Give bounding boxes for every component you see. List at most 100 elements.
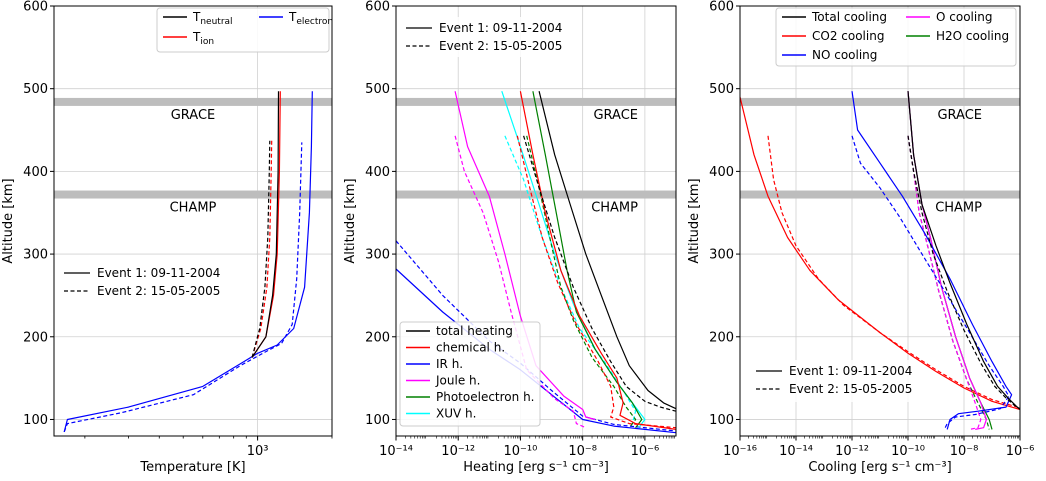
y-axis-label: Altitude [km] xyxy=(687,178,702,263)
legend-frame xyxy=(400,17,550,57)
y-tick-label: 200 xyxy=(365,330,390,345)
legend-label: Photoelectron h. xyxy=(436,390,534,404)
legend-label: Event 2: 15-05-2005 xyxy=(789,382,912,396)
y-tick-label: 100 xyxy=(365,413,390,428)
band-grace xyxy=(740,97,1020,106)
legend-label: Telectron xyxy=(288,10,333,27)
series-line-co2-cooling-dashed xyxy=(767,135,1021,409)
legend-label: O cooling xyxy=(936,10,992,24)
legend-label: Event 2: 15-05-2005 xyxy=(439,39,562,53)
series-line-t-neutral-solid xyxy=(251,91,280,358)
x-tick-label: 10⁻¹² xyxy=(441,444,475,459)
y-tick-label: 100 xyxy=(709,413,734,428)
legend-label: chemical h. xyxy=(436,341,505,355)
axes-frame xyxy=(53,5,333,437)
x-axis-label: Temperature [K] xyxy=(139,460,245,475)
series-line-h2o-cooling-dashed xyxy=(907,135,990,430)
x-tick-label: 10⁻¹² xyxy=(835,444,869,459)
band-champ xyxy=(54,190,332,199)
y-tick-label: 200 xyxy=(709,330,734,345)
series-line-total-cooling-dashed xyxy=(907,135,1021,410)
series-line-total-cooling-solid xyxy=(907,91,1021,410)
panel-heating: GRACE CHAMP 100 200 300 400 500 600 10⁻¹⁴ 10⁻¹² 10… xyxy=(343,0,677,475)
legend-series: Tneutral Telectron Tion xyxy=(156,7,333,53)
series-lines xyxy=(63,91,313,433)
series-line-photoelectron-h--solid xyxy=(532,91,643,429)
legend-label: IR h. xyxy=(436,357,463,371)
y-tick-label: 500 xyxy=(23,82,48,97)
axes-frame xyxy=(395,5,677,437)
y-tick-label: 600 xyxy=(365,0,390,15)
x-axis-label: Heating [erg s⁻¹ cm⁻³] xyxy=(463,460,609,475)
y-tick-label: 300 xyxy=(709,248,734,263)
series-line-chemical-h--solid xyxy=(519,91,677,430)
legend-frame xyxy=(750,360,916,402)
legend-label: Total cooling xyxy=(811,10,887,24)
y-tick-label: 500 xyxy=(365,82,390,97)
x-tick-label: 10³ xyxy=(247,444,269,459)
legend-frame xyxy=(58,262,228,304)
series-lines xyxy=(739,91,1021,430)
legend-label: Event 1: 09-11-2004 xyxy=(439,21,562,35)
x-tick-label: 10⁻¹⁰ xyxy=(891,444,925,459)
series-line-total-heating-dashed xyxy=(523,135,677,412)
band-grace xyxy=(396,97,676,106)
legend-label: Event 1: 09-11-2004 xyxy=(97,266,220,280)
band-champ xyxy=(740,190,1020,199)
legend-frame xyxy=(156,7,330,53)
legend-events: Event 1: 09-11-2004 Event 2: 15-05-2005 xyxy=(400,17,562,57)
legend-label: CO2 cooling xyxy=(812,29,884,43)
y-axis-label: Altitude [km] xyxy=(1,178,16,263)
x-tick-label: 10⁻⁸ xyxy=(950,444,979,459)
x-tick-label: 10⁻¹⁶ xyxy=(723,444,757,459)
y-tick-label: 400 xyxy=(365,165,390,180)
panel-temperature: GRACE CHAMP 100 200 300 400 500 600 10³Temperatu… xyxy=(1,0,333,475)
legend-label: NO cooling xyxy=(812,48,877,62)
y-tick-label: 400 xyxy=(709,165,734,180)
series-line-xuv-h--dashed xyxy=(504,135,637,424)
axes-frame xyxy=(739,5,1021,437)
y-tick-label: 600 xyxy=(709,0,734,15)
x-tick-label: 10⁻¹⁰ xyxy=(504,444,538,459)
y-tick-label: 100 xyxy=(23,413,48,428)
band-label-champ: CHAMP xyxy=(591,201,638,216)
series-line-ir-h--dashed xyxy=(395,240,677,432)
legend-label: XUV h. xyxy=(436,407,476,421)
legend-series: Total cooling O cooling CO2 cooling H2O coo… xyxy=(775,7,1017,67)
series-line-no-cooling-solid xyxy=(851,91,1013,430)
legend-label: Joule h. xyxy=(435,374,480,388)
legend-events: Event 1: 09-11-2004 Event 2: 15-05-2005 xyxy=(750,360,916,402)
x-tick-label: 10⁻⁶ xyxy=(631,444,660,459)
series-line-t-electron-solid xyxy=(63,91,313,433)
x-tick-label: 10⁻⁶ xyxy=(1006,444,1035,459)
legend-label: Tneutral xyxy=(192,10,233,27)
series-line-t-ion-solid xyxy=(251,91,281,358)
series-line-chemical-h--dashed xyxy=(516,135,677,429)
y-tick-label: 200 xyxy=(23,330,48,345)
band-label-champ: CHAMP xyxy=(170,201,217,216)
band-label-grace: GRACE xyxy=(593,108,638,123)
band-label-grace: GRACE xyxy=(937,108,982,123)
legend-frame xyxy=(775,7,1017,67)
legend-series: total heating chemical h. IR h. Joule h. Pho… xyxy=(399,321,541,427)
x-tick-label: 10⁻⁸ xyxy=(568,444,597,459)
legend-label: Event 2: 15-05-2005 xyxy=(97,284,220,298)
series-line-photoelectron-h--dashed xyxy=(526,135,637,429)
band-grace xyxy=(54,97,332,106)
y-axis-label: Altitude [km] xyxy=(343,178,358,263)
series-line-total-heating-solid xyxy=(538,91,677,410)
x-tick-label: 10⁻¹⁴ xyxy=(379,444,413,459)
legend-label: Tion xyxy=(192,30,214,47)
band-label-grace: GRACE xyxy=(171,108,216,123)
series-line-o-cooling-dashed xyxy=(907,135,982,430)
x-tick-label: 10⁻¹⁴ xyxy=(779,444,813,459)
y-tick-label: 600 xyxy=(23,0,48,15)
band-label-champ: CHAMP xyxy=(935,201,982,216)
series-line-no-cooling-dashed xyxy=(851,135,1010,430)
legend-label: total heating xyxy=(436,324,513,338)
gridlines xyxy=(54,5,332,436)
panel-cooling: GRACE CHAMP 100 200 300 400 500 600 10⁻¹⁶ 10⁻¹⁴ 10… xyxy=(687,0,1034,475)
y-tick-label: 500 xyxy=(709,82,734,97)
legend-label: H2O cooling xyxy=(936,29,1009,43)
